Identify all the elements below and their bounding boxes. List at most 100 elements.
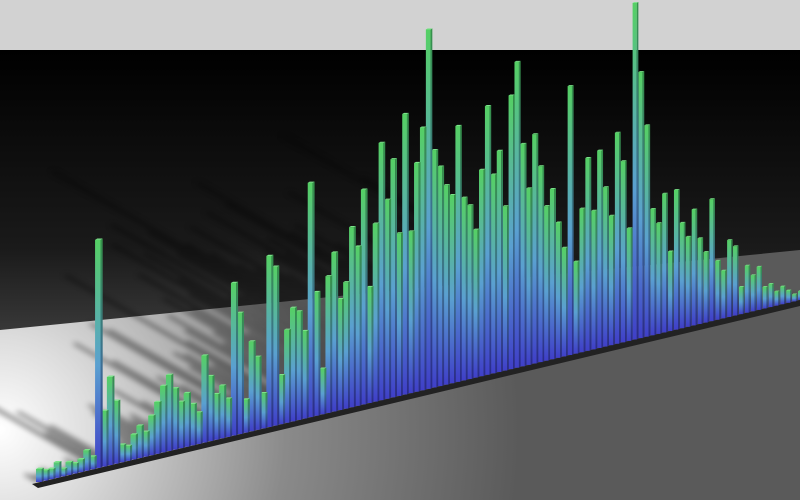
bar-side-face bbox=[666, 192, 668, 333]
bar bbox=[585, 157, 592, 351]
bar bbox=[47, 467, 56, 480]
bar-front-face bbox=[490, 174, 496, 374]
bar bbox=[549, 188, 556, 360]
bar bbox=[372, 222, 380, 402]
bar-side-face bbox=[613, 214, 615, 346]
bar-front-face bbox=[508, 95, 514, 370]
bar-front-face bbox=[124, 445, 130, 461]
bar bbox=[614, 131, 621, 344]
bar-side-face bbox=[365, 188, 368, 405]
bar bbox=[544, 205, 551, 361]
bar-side-face bbox=[642, 71, 645, 339]
bar bbox=[526, 187, 533, 365]
bar-top-cap bbox=[171, 387, 180, 389]
bar-side-face bbox=[188, 391, 191, 447]
bar-top-cap bbox=[614, 131, 621, 133]
bar-side-face bbox=[713, 198, 715, 322]
bar-side-face bbox=[619, 131, 621, 344]
bar-front-face bbox=[538, 166, 543, 363]
bar bbox=[786, 289, 792, 303]
bar bbox=[148, 414, 156, 456]
bar bbox=[225, 397, 233, 437]
bar-side-face bbox=[707, 251, 710, 323]
bar-top-cap bbox=[354, 245, 362, 247]
bar-front-face bbox=[154, 401, 160, 454]
bar bbox=[437, 165, 445, 387]
bar-front-face bbox=[750, 275, 755, 312]
bar-top-cap bbox=[59, 467, 68, 469]
bar-side-face bbox=[460, 124, 462, 382]
bar-side-face bbox=[607, 186, 609, 347]
bar bbox=[603, 186, 609, 347]
bar-top-cap bbox=[53, 460, 62, 463]
bar-top-cap bbox=[136, 424, 144, 426]
bar-side-face bbox=[784, 285, 786, 305]
bar-front-face bbox=[473, 229, 478, 378]
bar-top-cap bbox=[496, 149, 503, 151]
bar-side-face bbox=[41, 467, 44, 482]
bar-side-face bbox=[224, 384, 227, 439]
bar bbox=[608, 214, 615, 346]
bar-front-face bbox=[142, 431, 148, 457]
bar-side-face bbox=[259, 355, 262, 430]
bar-side-face bbox=[577, 260, 580, 354]
bar-front-face bbox=[331, 252, 337, 412]
bar-top-cap bbox=[36, 467, 44, 469]
bar-side-face bbox=[524, 142, 527, 367]
bar-side-face bbox=[324, 367, 327, 415]
bar bbox=[514, 60, 521, 368]
bar-side-face bbox=[530, 187, 533, 365]
bar bbox=[319, 367, 327, 415]
bar-side-face bbox=[430, 28, 433, 389]
bar bbox=[100, 409, 109, 467]
bar-top-cap bbox=[313, 290, 321, 293]
bar bbox=[266, 254, 274, 427]
bar-side-face bbox=[241, 311, 244, 435]
bar-front-face bbox=[402, 114, 407, 395]
bar-side-face bbox=[76, 462, 80, 474]
bar-front-face bbox=[555, 222, 561, 358]
bar-front-face bbox=[656, 223, 661, 334]
bar-top-cap bbox=[603, 186, 609, 188]
bar-side-face bbox=[342, 297, 345, 411]
bar-front-face bbox=[691, 209, 696, 326]
bar-side-face bbox=[418, 161, 421, 392]
bar bbox=[703, 251, 710, 323]
bar-top-cap bbox=[242, 398, 250, 400]
bar-side-face bbox=[495, 173, 498, 374]
bar bbox=[715, 259, 721, 320]
bar-side-face bbox=[336, 251, 339, 412]
bar-side-face bbox=[183, 400, 186, 449]
bar-side-face bbox=[253, 340, 256, 432]
bar-front-face bbox=[41, 470, 48, 481]
bar-side-face bbox=[725, 269, 727, 319]
bar-front-face bbox=[272, 266, 278, 426]
bar-top-cap bbox=[272, 265, 280, 267]
bar-top-cap bbox=[756, 265, 762, 267]
bar-front-face bbox=[319, 368, 325, 415]
bar-front-face bbox=[774, 291, 779, 306]
bar-side-face bbox=[88, 449, 91, 471]
bar bbox=[124, 444, 133, 461]
bar-side-face bbox=[571, 85, 574, 356]
bar bbox=[189, 402, 197, 446]
bar-side-face bbox=[230, 397, 233, 437]
bar-top-cap bbox=[419, 126, 427, 128]
bar-top-cap bbox=[372, 222, 380, 224]
bar bbox=[425, 28, 433, 389]
bar bbox=[230, 281, 239, 436]
bar bbox=[555, 221, 562, 358]
bar-side-face bbox=[383, 141, 386, 401]
bar bbox=[774, 290, 780, 306]
bar-front-face bbox=[307, 182, 313, 418]
bar-side-face bbox=[124, 443, 127, 463]
bar bbox=[638, 71, 645, 339]
bar-side-face bbox=[300, 310, 303, 420]
bar bbox=[95, 238, 103, 468]
bar-front-face bbox=[53, 462, 60, 478]
bar-front-face bbox=[626, 228, 631, 341]
bar bbox=[171, 387, 180, 450]
bar-top-cap bbox=[425, 28, 433, 30]
bar-front-face bbox=[136, 425, 142, 459]
bar bbox=[154, 400, 162, 454]
